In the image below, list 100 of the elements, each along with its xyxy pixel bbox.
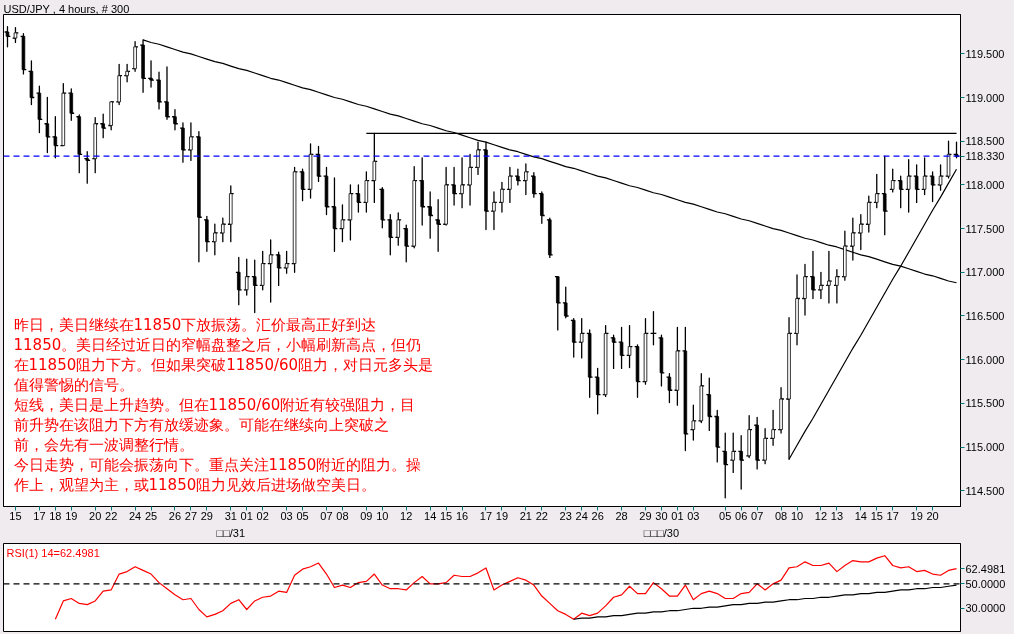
candlestick [753,416,761,470]
text: □□□/30 [643,526,680,539]
candlestick [721,432,729,499]
x-tick-label: 07 [751,509,764,522]
y-tick-label: 116.500 [965,309,1005,322]
candlestick [498,181,506,213]
candlestick [155,71,163,110]
y-tick-label: 30.0000 [965,602,1006,615]
candlestick [354,184,362,213]
candlestick [91,116,99,174]
candlestick [641,317,650,385]
candlestick [434,199,442,252]
x-tick-label: 15 [870,509,883,522]
y-tick-label: 118.500 [965,135,1005,148]
y-tick-label: 118.000 [965,178,1005,191]
x-tick-label: 12 [400,509,413,522]
candlestick [235,256,243,306]
candlestick [299,168,307,202]
candlestick [307,143,315,199]
x-tick-label: 03 [687,509,700,522]
candlestick [163,66,171,121]
candlestick [291,166,299,273]
annotation: 前，会先有一波调整行情。 [13,435,194,454]
candlestick [362,171,370,213]
x-tick-label: 20 [926,509,939,522]
candlestick [809,250,817,300]
candlestick [801,263,809,316]
candlestick [19,33,27,75]
candlestick [474,141,482,176]
x-tick-label: 19 [495,509,509,522]
x-tick-label: 18 [49,509,62,522]
x-tick-label: 29 [639,509,652,522]
candlestick [530,172,538,198]
candlestick [410,165,418,249]
candlestick [522,163,530,196]
x-tick-label: 14 [424,509,437,522]
x-tick-label: 08 [336,509,349,522]
x-tick-label: 16 [455,509,469,522]
candlestick [147,60,155,88]
candlestick [554,276,562,331]
candlestick [745,414,753,459]
candlestick [921,157,929,196]
candlestick [697,373,705,424]
y-tick-label: 114.500 [965,484,1005,497]
candlestick [67,88,75,121]
x-tick-label: 09 [360,509,373,522]
candlestick [59,82,67,147]
x-tick-label: 10 [376,509,389,522]
candlestick [618,326,626,370]
candlestick [442,166,450,226]
candlestick [27,60,35,106]
x-tick-label: 13 [830,509,844,522]
x-tick-label: 30 [655,509,668,522]
candlestick [338,204,346,243]
candlestick [450,166,458,206]
x-tick-label: 27 [184,509,198,522]
candlestick [881,155,889,236]
annotation: 值得警惕的信号。 [13,375,134,394]
x-tick-label: 05 [296,509,309,522]
x-tick-label: 28 [615,509,628,522]
candlestick [626,324,634,369]
x-tick-label: 26 [591,509,604,522]
x-tick-label: 08 [774,509,788,522]
candlestick [314,145,323,183]
candlestick [115,63,123,106]
candlestick [251,259,259,314]
x-tick-label: 15 [439,509,453,522]
x-tick-label: 26 [168,509,182,522]
candlestick [857,213,865,251]
x-tick-label: 25 [144,509,158,522]
x-tick-label: 23 [559,509,572,522]
y-tick-label: 116.000 [965,353,1005,366]
candlestick [378,186,386,229]
candlestick [466,153,474,206]
candlestick [793,274,801,346]
annotation: 今日走势，可能会振荡向下。重点关注11850附近的阻力。操 [13,455,422,474]
candlestick [937,164,945,191]
candlestick [761,428,769,465]
candlestick [514,168,522,186]
candlestick [219,217,227,243]
candlestick [889,168,897,193]
candlestick [586,329,594,398]
x-tick-label: 07 [320,509,333,522]
candlestick [346,184,354,241]
candlestick [506,166,514,204]
annotation: 昨日，美日继续在11850下放振荡。汇价最高正好到达 [13,315,377,334]
candlestick [322,166,331,216]
candlestick [83,151,91,184]
candlestick [633,344,642,398]
candlestick [905,158,913,213]
x-tick-label: 10 [790,509,804,522]
chart-title: RSI(1) 14=62.4981 [6,546,100,559]
y-tick-label: 119.500 [965,47,1005,60]
candlestick [402,224,410,263]
x-tick-label: 03 [280,509,293,522]
annotation: 11850。美日经过近日的窄幅盘整之后，小幅刷新高点，但仍 [13,335,422,354]
candlestick [386,213,394,256]
candlestick [131,40,139,72]
x-tick-label: 31 [224,509,237,522]
x-tick-label: 17 [886,509,899,522]
